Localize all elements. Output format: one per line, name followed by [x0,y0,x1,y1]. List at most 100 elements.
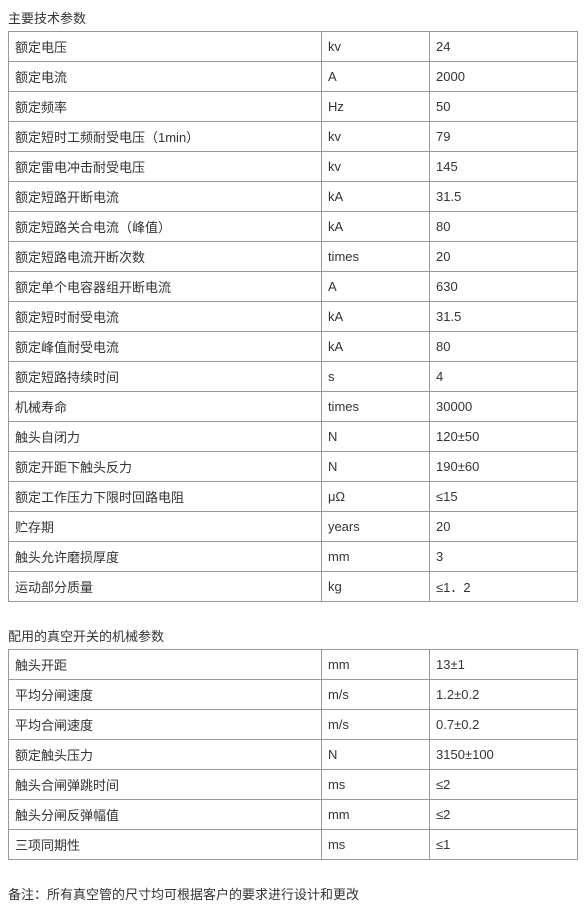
value-cell: ≤1．2 [430,572,578,602]
unit-cell: ms [321,830,429,860]
param-cell: 机械寿命 [9,392,322,422]
table-row: 额定短路持续时间s4 [9,362,578,392]
value-cell: 20 [430,242,578,272]
table-row: 额定短时工频耐受电压（1min）kv79 [9,122,578,152]
table-row: 触头分闸反弹幅值mm≤2 [9,800,578,830]
table-row: 额定工作压力下限时回路电阻μΩ≤15 [9,482,578,512]
unit-cell: kA [321,332,429,362]
unit-cell: mm [321,650,429,680]
unit-cell: m/s [321,680,429,710]
table-row: 额定单个电容器组开断电流A630 [9,272,578,302]
unit-cell: ms [321,770,429,800]
value-cell: 630 [430,272,578,302]
table-row: 触头自闭力N120±50 [9,422,578,452]
unit-cell: times [321,242,429,272]
param-cell: 额定触头压力 [9,740,322,770]
unit-cell: μΩ [321,482,429,512]
value-cell: 80 [430,212,578,242]
unit-cell: kv [321,152,429,182]
unit-cell: years [321,512,429,542]
param-cell: 额定短时耐受电流 [9,302,322,332]
footnote: 备注：所有真空管的尺寸均可根据客户的要求进行设计和更改 [8,884,578,903]
param-cell: 额定单个电容器组开断电流 [9,272,322,302]
value-cell: 79 [430,122,578,152]
value-cell: ≤2 [430,770,578,800]
unit-cell: Hz [321,92,429,122]
table1: 额定电压kv24额定电流A2000额定频率Hz50额定短时工频耐受电压（1min… [8,31,578,602]
value-cell: 3 [430,542,578,572]
table-row: 额定短路电流开断次数times20 [9,242,578,272]
value-cell: 1.2±0.2 [430,680,578,710]
param-cell: 触头开距 [9,650,322,680]
value-cell: 31.5 [430,302,578,332]
table-row: 运动部分质量kg≤1．2 [9,572,578,602]
value-cell: 24 [430,32,578,62]
table-row: 机械寿命times30000 [9,392,578,422]
unit-cell: times [321,392,429,422]
param-cell: 额定工作压力下限时回路电阻 [9,482,322,512]
param-cell: 额定短路关合电流（峰值） [9,212,322,242]
param-cell: 三项同期性 [9,830,322,860]
table-row: 额定频率Hz50 [9,92,578,122]
value-cell: 4 [430,362,578,392]
value-cell: 20 [430,512,578,542]
param-cell: 触头合闸弹跳时间 [9,770,322,800]
param-cell: 触头允许磨损厚度 [9,542,322,572]
value-cell: 30000 [430,392,578,422]
table-row: 触头开距mm13±1 [9,650,578,680]
param-cell: 额定短路持续时间 [9,362,322,392]
param-cell: 额定雷电冲击耐受电压 [9,152,322,182]
value-cell: 3150±100 [430,740,578,770]
unit-cell: N [321,740,429,770]
table-row: 额定短路开断电流kA31.5 [9,182,578,212]
value-cell: 50 [430,92,578,122]
param-cell: 额定频率 [9,92,322,122]
table-row: 额定短时耐受电流kA31.5 [9,302,578,332]
param-cell: 额定短路开断电流 [9,182,322,212]
unit-cell: mm [321,542,429,572]
param-cell: 运动部分质量 [9,572,322,602]
value-cell: ≤2 [430,800,578,830]
table-row: 平均分闸速度m/s1.2±0.2 [9,680,578,710]
param-cell: 额定短时工频耐受电压（1min） [9,122,322,152]
table2-title: 配用的真空开关的机械参数 [8,626,578,645]
unit-cell: m/s [321,710,429,740]
unit-cell: s [321,362,429,392]
table-row: 额定雷电冲击耐受电压kv145 [9,152,578,182]
table-row: 额定触头压力N3150±100 [9,740,578,770]
unit-cell: kA [321,212,429,242]
table-row: 额定电压kv24 [9,32,578,62]
value-cell: 2000 [430,62,578,92]
table-row: 额定短路关合电流（峰值）kA80 [9,212,578,242]
table-row: 额定电流A2000 [9,62,578,92]
unit-cell: kv [321,122,429,152]
value-cell: 190±60 [430,452,578,482]
param-cell: 额定短路电流开断次数 [9,242,322,272]
param-cell: 额定电流 [9,62,322,92]
unit-cell: A [321,272,429,302]
table-row: 额定开距下触头反力N190±60 [9,452,578,482]
table-row: 平均合闸速度m/s0.7±0.2 [9,710,578,740]
param-cell: 贮存期 [9,512,322,542]
param-cell: 额定峰值耐受电流 [9,332,322,362]
param-cell: 平均合闸速度 [9,710,322,740]
value-cell: ≤1 [430,830,578,860]
table-row: 触头允许磨损厚度mm3 [9,542,578,572]
unit-cell: kv [321,32,429,62]
table2: 触头开距mm13±1平均分闸速度m/s1.2±0.2平均合闸速度m/s0.7±0… [8,649,578,860]
value-cell: ≤15 [430,482,578,512]
value-cell: 31.5 [430,182,578,212]
unit-cell: N [321,422,429,452]
table-row: 触头合闸弹跳时间ms≤2 [9,770,578,800]
param-cell: 额定电压 [9,32,322,62]
unit-cell: mm [321,800,429,830]
param-cell: 平均分闸速度 [9,680,322,710]
value-cell: 120±50 [430,422,578,452]
unit-cell: kg [321,572,429,602]
unit-cell: N [321,452,429,482]
unit-cell: kA [321,182,429,212]
value-cell: 13±1 [430,650,578,680]
unit-cell: kA [321,302,429,332]
param-cell: 触头自闭力 [9,422,322,452]
param-cell: 额定开距下触头反力 [9,452,322,482]
